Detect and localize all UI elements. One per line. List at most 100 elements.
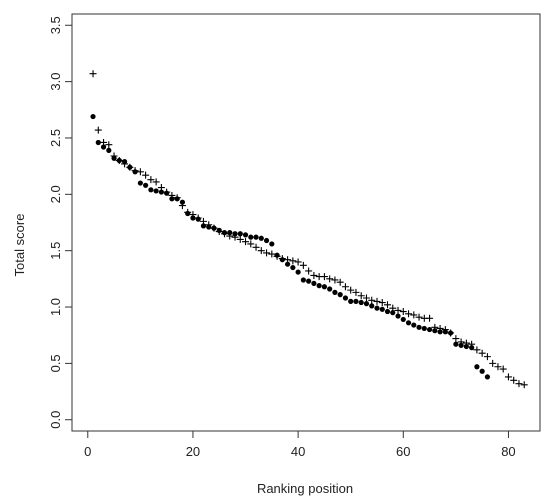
data-point-dot [100, 144, 107, 150]
data-point-plus [131, 167, 139, 175]
data-point-dot [321, 284, 328, 290]
data-point-plus [236, 235, 244, 243]
data-point-dot [374, 305, 380, 311]
data-point-dot [363, 301, 370, 307]
data-point-dot [479, 368, 485, 374]
y-tick-label: 0.5 [48, 354, 63, 372]
data-point-plus [168, 191, 176, 199]
data-point-plus [294, 258, 302, 266]
data-point-plus [173, 194, 181, 202]
data-point-plus [121, 160, 129, 168]
data-point-plus [499, 365, 507, 373]
data-point-dot [148, 187, 154, 193]
data-point-plus [115, 157, 123, 165]
data-point-plus [152, 178, 160, 186]
data-point-plus [136, 168, 144, 176]
data-point-plus [189, 211, 197, 219]
data-point-plus [320, 273, 328, 281]
data-point-dot [379, 306, 385, 312]
data-point-dot [353, 298, 359, 304]
data-point-dot [248, 234, 254, 240]
data-point-plus [157, 184, 165, 192]
data-point-plus [226, 232, 234, 240]
data-point-dot [400, 316, 406, 323]
data-point-plus [257, 247, 265, 255]
data-point-dot [143, 182, 149, 188]
data-point-plus [352, 288, 360, 296]
data-point-plus [142, 171, 150, 179]
data-point-plus [399, 308, 407, 316]
data-point-dot [200, 223, 207, 229]
data-point-plus [447, 329, 455, 337]
data-point-dot [284, 261, 291, 267]
series-2 [89, 70, 528, 389]
data-point-plus [126, 163, 134, 171]
data-point-plus [468, 340, 476, 348]
data-point-dot [237, 231, 243, 237]
data-point-plus [247, 240, 255, 248]
x-tick-label: 40 [291, 444, 305, 459]
data-point-plus [100, 138, 108, 146]
data-point-plus [331, 276, 339, 284]
data-point-dot [306, 278, 312, 284]
data-point-plus [362, 294, 370, 302]
data-point-plus [310, 271, 318, 279]
x-axis-title: Ranking position [257, 481, 353, 496]
data-point-dot [106, 147, 112, 153]
data-point-plus [368, 296, 376, 304]
x-tick-label: 20 [186, 444, 200, 459]
data-point-dot [337, 292, 343, 298]
y-tick-label: 2.0 [48, 185, 63, 203]
y-tick-label: 0.0 [48, 411, 63, 429]
data-point-plus [94, 126, 102, 134]
data-point-plus [415, 313, 423, 321]
y-tick-label: 1.5 [48, 242, 63, 260]
data-point-plus [110, 152, 118, 160]
data-point-plus [515, 380, 523, 388]
y-tick-label: 2.5 [48, 129, 63, 147]
data-point-plus [273, 252, 281, 260]
data-point-dot [384, 308, 391, 315]
data-point-plus [489, 359, 497, 367]
y-axis-title: Total score [12, 214, 27, 277]
x-tick-label: 0 [84, 444, 91, 459]
data-point-dot [332, 289, 338, 295]
data-point-plus [284, 256, 292, 264]
y-tick-label: 3.0 [48, 73, 63, 91]
data-point-dot [311, 280, 317, 286]
data-point-plus [483, 353, 491, 361]
data-point-plus [378, 299, 386, 307]
data-point-plus [199, 217, 207, 225]
data-point-plus [410, 311, 418, 319]
data-point-dot [453, 341, 459, 347]
data-point-plus [384, 301, 392, 309]
data-point-dot [316, 283, 322, 289]
data-point-plus [194, 214, 202, 222]
data-point-plus [299, 261, 307, 269]
data-point-dot [369, 303, 375, 309]
data-point-plus [405, 310, 413, 318]
data-point-dot [253, 234, 259, 240]
data-point-dot [300, 277, 306, 283]
data-point-plus [457, 338, 465, 346]
data-point-dot [158, 189, 164, 195]
data-point-plus [326, 275, 334, 283]
data-point-dot [90, 113, 96, 120]
data-point-dot [395, 313, 401, 319]
data-point-plus [263, 249, 271, 257]
data-point-plus [394, 306, 402, 314]
data-point-dot [426, 326, 433, 333]
data-point-dot [411, 322, 417, 328]
data-point-dot [421, 325, 427, 332]
data-point-plus [268, 250, 276, 258]
data-point-dot [263, 237, 270, 244]
data-point-plus [520, 381, 528, 389]
data-point-plus [220, 230, 228, 238]
data-point-plus [210, 224, 218, 232]
data-point-plus [305, 267, 313, 275]
data-point-plus [341, 283, 349, 291]
data-point-plus [336, 278, 344, 286]
y-tick-label: 3.5 [48, 16, 63, 34]
x-tick-label: 60 [396, 444, 410, 459]
